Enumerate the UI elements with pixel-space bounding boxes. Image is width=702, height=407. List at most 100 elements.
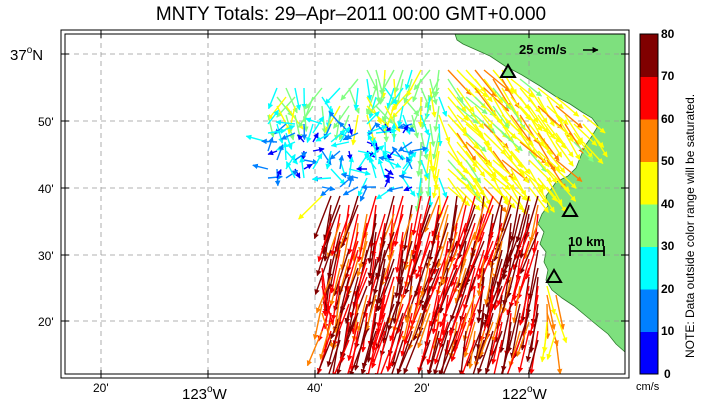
current-vector — [467, 330, 476, 370]
current-vector — [527, 249, 539, 300]
current-vector — [484, 267, 494, 306]
current-vector — [404, 249, 422, 295]
current-vector — [297, 134, 305, 143]
current-vector — [364, 294, 377, 331]
current-vector — [334, 114, 341, 141]
current-vector — [417, 339, 431, 374]
current-vector — [433, 330, 449, 374]
current-vector — [312, 147, 325, 153]
current-vector — [304, 87, 323, 110]
current-vector — [546, 285, 556, 315]
current-vector — [391, 339, 404, 374]
current-vector — [442, 249, 458, 286]
current-vector — [252, 163, 269, 170]
scale-vector-label: 25 cm/s — [519, 42, 567, 57]
current-vector — [546, 132, 563, 158]
current-vector — [463, 321, 476, 358]
current-vector — [378, 339, 395, 374]
current-vector — [528, 96, 548, 124]
current-vector — [462, 312, 476, 354]
current-vector — [358, 213, 368, 253]
current-vector — [320, 186, 332, 197]
current-vector — [573, 132, 594, 159]
current-vector — [447, 105, 467, 133]
current-vector — [456, 105, 479, 125]
current-vector — [366, 111, 380, 125]
current-vector — [329, 150, 341, 160]
colorbar-frame — [639, 33, 659, 375]
current-vector — [368, 240, 386, 287]
current-vector — [416, 177, 422, 199]
colorbar-tick-80: 80 — [661, 27, 675, 41]
current-vector — [483, 168, 511, 191]
current-vector — [389, 303, 404, 342]
current-vector — [371, 330, 386, 369]
current-vector — [555, 294, 565, 330]
current-vector — [313, 195, 332, 240]
current-vector — [356, 294, 368, 332]
current-vector — [426, 330, 440, 374]
current-vector — [501, 186, 525, 211]
current-vector — [375, 78, 382, 104]
current-vector — [380, 195, 395, 244]
lon-123w-label: 123oW — [182, 384, 228, 403]
current-vector — [472, 339, 485, 374]
current-vector — [412, 294, 431, 341]
current-vector — [329, 249, 341, 294]
current-vector — [428, 339, 440, 374]
current-vector — [398, 173, 413, 180]
current-vector — [537, 132, 560, 161]
current-vector — [544, 303, 551, 340]
current-vector — [360, 330, 377, 374]
current-vector — [528, 123, 550, 150]
current-vector — [312, 116, 325, 134]
current-vector — [431, 249, 449, 292]
current-vector — [437, 186, 444, 218]
current-vector — [267, 149, 278, 156]
current-vector — [463, 195, 476, 235]
current-vector — [483, 87, 510, 112]
current-vector — [334, 213, 350, 253]
current-vector — [518, 285, 530, 326]
current-vector — [404, 69, 413, 91]
colorbar-tick-50: 50 — [661, 154, 675, 168]
current-vector — [474, 123, 493, 153]
current-vector — [417, 330, 431, 374]
current-vector — [477, 240, 494, 281]
current-vector — [294, 87, 302, 111]
current-vector — [347, 321, 359, 362]
current-vector — [483, 96, 503, 125]
current-vector — [465, 96, 488, 115]
lon-40-label: 40' — [307, 381, 323, 395]
current-vector — [440, 339, 449, 374]
current-vector — [366, 124, 388, 134]
current-vector — [452, 312, 467, 352]
current-vector — [525, 312, 539, 363]
current-vector — [328, 111, 341, 125]
current-vector — [383, 174, 395, 180]
current-vector — [500, 339, 512, 374]
current-vector — [519, 78, 542, 97]
current-vector — [501, 141, 524, 169]
current-vector — [537, 123, 562, 143]
current-vector — [378, 258, 395, 304]
current-vector — [391, 87, 413, 112]
current-vector — [408, 240, 422, 282]
current-vector — [447, 186, 471, 207]
current-vector — [528, 186, 550, 213]
current-vector — [371, 137, 378, 161]
current-vector — [546, 150, 566, 174]
current-vector — [321, 96, 334, 115]
current-vector — [384, 177, 391, 188]
current-vector — [508, 330, 521, 368]
current-vector — [483, 159, 509, 182]
current-vector — [366, 78, 373, 101]
current-vector — [437, 123, 443, 147]
current-vector — [484, 330, 503, 374]
current-vector — [285, 169, 299, 179]
current-vector — [367, 123, 377, 136]
current-vector — [528, 132, 554, 155]
current-vector — [397, 105, 404, 128]
current-vector — [448, 195, 458, 244]
current-vector — [369, 240, 377, 282]
